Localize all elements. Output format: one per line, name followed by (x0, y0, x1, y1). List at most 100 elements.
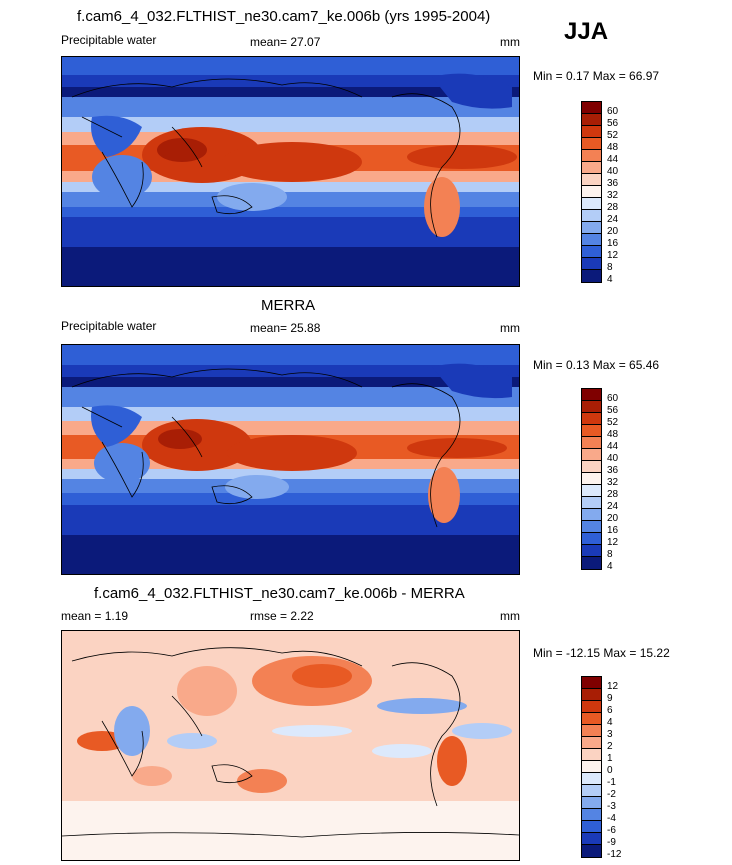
map-diff (61, 630, 520, 861)
colorbar-tick-label: 8 (607, 262, 613, 273)
colorbar-swatch (582, 413, 601, 425)
colorbar-swatch (582, 701, 601, 713)
colorbar-swatch (582, 713, 601, 725)
panel-left-label-diff: mean = 1.19 (61, 609, 129, 623)
panel-minmax-obs: Min = 0.13 Max = 65.46 (533, 358, 660, 372)
colorbar-tick-label: 1 (607, 753, 613, 764)
colorbar-swatch (582, 174, 601, 186)
colorbar-tick-label: 28 (607, 489, 619, 500)
colorbar-tick-label: 52 (607, 417, 619, 428)
colorbar-tick-label: -4 (607, 813, 616, 824)
colorbar-swatch (582, 557, 601, 569)
colorbar-tick-label: 52 (607, 130, 619, 141)
colorbar-tick-label: 36 (607, 178, 619, 189)
colorbar-tick-label: 12 (607, 537, 619, 548)
colorbar-swatch (582, 485, 601, 497)
colorbar-swatch (582, 102, 601, 114)
colorbar-tick-label: 0 (607, 765, 613, 776)
colorbar-tick-label: 44 (607, 441, 619, 452)
colorbar-tick-label: 56 (607, 118, 619, 129)
colorbar-swatch (582, 138, 601, 150)
colorbar-swatch (582, 809, 601, 821)
season-label: JJA (564, 18, 609, 45)
colorbar-tick-label: 44 (607, 154, 619, 165)
colorbar-tick-label: 9 (607, 693, 613, 704)
colorbar-swatch (582, 845, 601, 857)
colorbar-obs (581, 388, 602, 570)
colorbar-swatch (582, 222, 601, 234)
colorbar-tick-label: 28 (607, 202, 619, 213)
panel-mean-model: mean= 27.07 (250, 35, 321, 49)
colorbar-tick-label: 20 (607, 226, 619, 237)
colorbar-tick-label: 32 (607, 477, 619, 488)
colorbar-swatch (582, 797, 601, 809)
colorbar-swatch (582, 449, 601, 461)
colorbar-tick-label: 24 (607, 501, 619, 512)
colorbar-swatch (582, 677, 601, 689)
panel-minmax-model: Min = 0.17 Max = 66.97 (533, 69, 660, 83)
map-model-field (62, 57, 519, 286)
colorbar-swatch (582, 258, 601, 270)
colorbar-tick-label: 3 (607, 729, 613, 740)
panel-units-obs: mm (500, 321, 520, 335)
colorbar-swatch (582, 270, 601, 282)
colorbar-tick-label: 40 (607, 453, 619, 464)
colorbar-model (581, 101, 602, 283)
colorbar-swatch (582, 126, 601, 138)
colorbar-swatch (582, 162, 601, 174)
map-obs (61, 344, 520, 575)
colorbar-tick-label: -9 (607, 837, 616, 848)
colorbar-tick-label: 12 (607, 681, 619, 692)
colorbar-swatch (582, 234, 601, 246)
colorbar-swatch (582, 425, 601, 437)
colorbar-swatch (582, 246, 601, 258)
panel-rmse-diff: rmse = 2.22 (250, 609, 314, 623)
colorbar-tick-label: 16 (607, 238, 619, 249)
colorbar-tick-label: 24 (607, 214, 619, 225)
colorbar-swatch (582, 737, 601, 749)
colorbar-tick-label: 32 (607, 190, 619, 201)
colorbar-tick-label: 48 (607, 142, 619, 153)
panel-mean-obs: mean= 25.88 (250, 321, 321, 335)
colorbar-swatch (582, 761, 601, 773)
colorbar-tick-label: 48 (607, 429, 619, 440)
colorbar-tick-label: 2 (607, 741, 613, 752)
colorbar-swatch (582, 833, 601, 845)
colorbar-swatch (582, 150, 601, 162)
colorbar-swatch (582, 401, 601, 413)
colorbar-tick-label: 60 (607, 393, 619, 404)
colorbar-tick-label: 60 (607, 106, 619, 117)
colorbar-swatch (582, 821, 601, 833)
colorbar-diff (581, 676, 602, 858)
colorbar-tick-label: -3 (607, 801, 616, 812)
colorbar-tick-label: 16 (607, 525, 619, 536)
colorbar-swatch (582, 785, 601, 797)
colorbar-swatch (582, 545, 601, 557)
colorbar-swatch (582, 437, 601, 449)
map-diff-field (62, 631, 519, 860)
colorbar-tick-label: 4 (607, 561, 613, 572)
colorbar-tick-label: -12 (607, 849, 622, 860)
colorbar-tick-label: -2 (607, 789, 616, 800)
map-obs-field (62, 345, 519, 574)
colorbar-swatch (582, 186, 601, 198)
colorbar-swatch (582, 749, 601, 761)
panel-minmax-diff: Min = -12.15 Max = 15.22 (533, 646, 670, 660)
colorbar-swatch (582, 210, 601, 222)
panel-units-diff: mm (500, 609, 520, 623)
panel-left-label-obs: Precipitable water (61, 319, 157, 333)
colorbar-swatch (582, 473, 601, 485)
colorbar-tick-label: 40 (607, 166, 619, 177)
map-model (61, 56, 520, 287)
panel-title-obs: MERRA (261, 297, 316, 314)
colorbar-swatch (582, 497, 601, 509)
colorbar-swatch (582, 773, 601, 785)
colorbar-swatch (582, 689, 601, 701)
panel-left-label-model: Precipitable water (61, 33, 157, 47)
colorbar-tick-label: 4 (607, 274, 613, 285)
colorbar-swatch (582, 198, 601, 210)
colorbar-tick-label: 8 (607, 549, 613, 560)
colorbar-tick-label: -6 (607, 825, 616, 836)
panel-units-model: mm (500, 35, 520, 49)
colorbar-tick-label: 12 (607, 250, 619, 261)
